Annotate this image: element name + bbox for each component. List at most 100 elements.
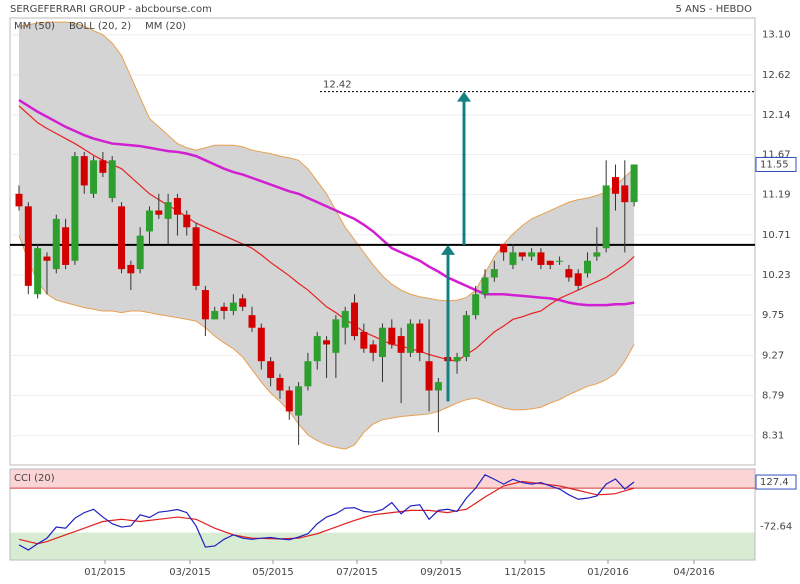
candle-body [509,252,517,265]
candle-body [295,386,303,416]
candle-body [267,361,275,378]
y-tick-label: 10.23 [762,270,791,281]
candle-body [453,357,461,362]
overbought-zone [10,469,755,489]
arrow-head [457,91,471,102]
bollinger-upper [18,21,635,302]
candle-body [34,248,42,295]
candle-body [136,235,144,270]
cci-line [18,474,635,551]
candle-body [52,218,60,270]
y-tick-label: 13.10 [762,30,791,41]
candle-body [351,302,359,337]
candle-body [621,185,629,203]
x-tick-label: 01/2015 [84,567,126,578]
candle-body [388,327,396,345]
last-cci: 127.4 [760,477,789,488]
candle-body [528,252,536,257]
candle-body [360,331,368,349]
candle-body [43,256,51,261]
candle-body [416,323,424,353]
candle-body [593,252,601,257]
candle-body [341,310,349,328]
legend-entry: BOLL (20, 2) [69,21,131,32]
header-title: SERGEFERRARI GROUP - abcbourse.com [10,4,212,15]
candle-body [276,377,284,391]
y-tick-label: 11.67 [762,149,791,160]
y-tick-label: 8.31 [762,431,784,442]
candle-body [248,315,256,328]
moving-average [18,105,635,362]
candle-body [574,273,582,286]
candle-body [304,361,312,387]
candle-body [369,344,377,353]
candle-body [108,160,116,198]
candle-body [490,269,498,278]
header-period: 5 ANS - HEBDO [676,4,753,15]
candle-body [80,156,88,186]
y-tick-label: 10.71 [762,230,791,241]
candle-body [406,323,414,353]
y-tick-label: 12.62 [762,70,791,81]
candle-body [155,210,163,215]
legend-entry: MM (50) [14,21,55,32]
y-tick-label: 9.27 [762,350,784,361]
y-tick-label: -72.64 [760,522,792,533]
last-price: 11.55 [760,159,789,170]
y-tick-label: 9.75 [762,310,784,321]
bollinger-lower [18,235,635,450]
cci-title: CCI (20) [14,473,55,484]
x-tick-label: 07/2015 [336,567,378,578]
candle-body [425,361,433,391]
candle-body [118,206,126,270]
moving-average [18,98,635,307]
candle-body [192,227,200,286]
candle-body [127,264,135,274]
candle-body [323,340,331,345]
arrow-head [441,244,455,255]
candle-body [173,197,181,215]
candle-body [99,160,107,173]
candle-body [220,306,228,311]
candle-body [397,336,405,353]
x-tick-label: 05/2015 [252,567,294,578]
candle-body [285,390,293,412]
legend-entry: MM (20) [145,21,186,32]
candle-body [201,290,209,320]
candle-body [164,202,172,219]
x-tick-label: 11/2015 [504,567,546,578]
y-tick-label: 8.79 [762,391,784,402]
candle-body [71,156,79,261]
candle-body [239,298,247,307]
candle-body [565,269,573,278]
last-cci-box [755,474,797,490]
candle-body [556,260,564,262]
y-tick-label: 12.14 [762,110,791,121]
candle-body [611,177,619,194]
x-tick-label: 04/2016 [673,567,715,578]
candle-body [257,327,265,362]
candle-body [537,252,545,265]
oversold-zone [10,532,755,560]
candle-body [481,277,489,295]
candle-body [602,185,610,249]
candle-body [378,327,386,358]
candle-body [211,310,219,320]
candle-body [518,252,526,257]
candle-body [332,319,340,353]
candle-body [500,244,508,253]
candle-body [462,315,470,358]
candle-body [15,193,23,207]
candle-body [24,206,32,286]
x-tick-label: 09/2015 [420,567,462,578]
x-tick-label: 01/2016 [587,567,629,578]
y-tick-label: 11.19 [762,190,791,201]
last-price-box [755,156,797,172]
candle-body [472,294,480,316]
bollinger-area [19,22,635,450]
candle-body [90,160,98,194]
candle-body [434,382,442,391]
candle-body [229,302,237,311]
candle-body [313,336,321,362]
